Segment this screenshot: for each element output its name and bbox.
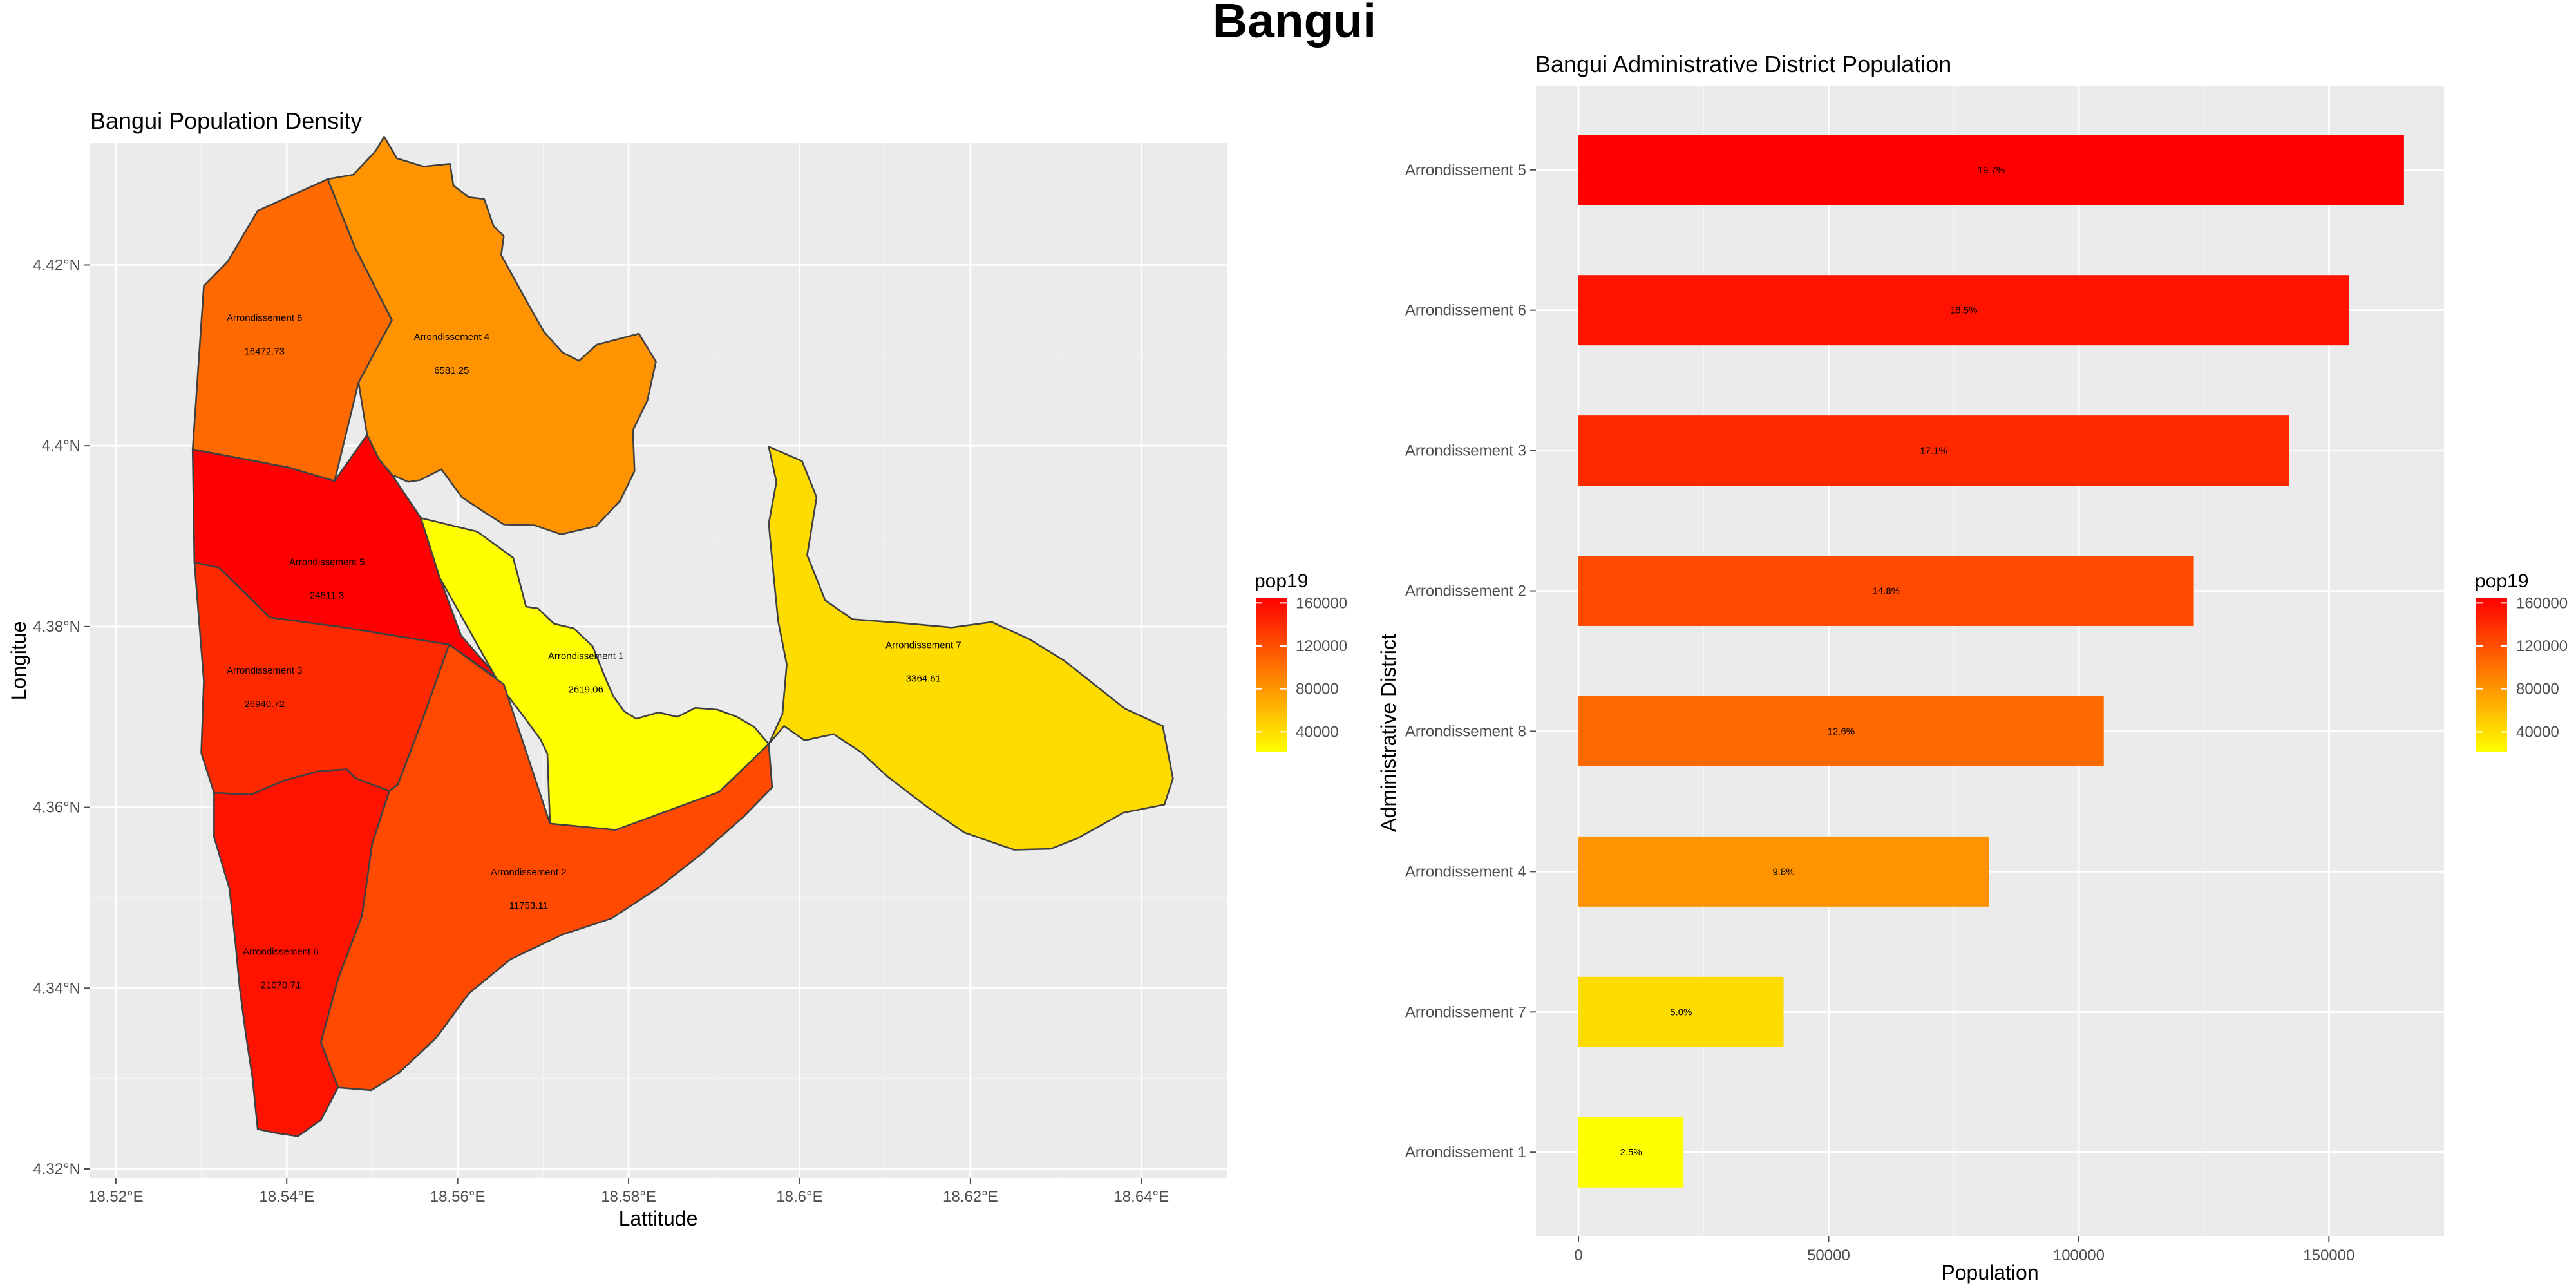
- district-name-label: Arrondissement 8: [227, 312, 303, 323]
- map-color-legend: pop19 40000 80000 120000 160000: [1255, 571, 1347, 752]
- density-map-panel: Bangui Population Density Arrondissement…: [7, 108, 1227, 1230]
- legend-tick-label: 40000: [2516, 723, 2559, 741]
- legend-gradient-bar: [2476, 598, 2507, 752]
- district-name-label: Arrondissement 4: [414, 332, 490, 343]
- bar-category-label: Arrondissement 6: [1405, 302, 1526, 319]
- map-y-tick-label: 4.36°N: [33, 799, 80, 817]
- bar-arrondissement-2: [1578, 556, 2194, 627]
- bar-y-axis-title: Administrative District: [1377, 634, 1400, 832]
- legend-tick-label: 160000: [1296, 594, 1347, 612]
- bar-x-tick-label: 150000: [2303, 1247, 2354, 1264]
- bar-category-label: Arrondissement 5: [1405, 162, 1526, 179]
- legend-gradient-bar: [1256, 598, 1287, 752]
- map-legend-title: pop19: [1255, 571, 1308, 592]
- bar-category-label: Arrondissement 7: [1405, 1003, 1526, 1021]
- district-arrondissement-6: [213, 768, 390, 1137]
- bar-percent-label: 18.5%: [1950, 305, 1978, 316]
- district-density-label: 21070.71: [261, 980, 301, 990]
- bar-plot-background: [1536, 86, 2444, 1236]
- district-name-label: Arrondissement 2: [491, 867, 567, 878]
- map-x-axis: 18.52°E 18.54°E 18.56°E 18.58°E 18.6°E 18.62°…: [88, 1178, 1169, 1206]
- map-x-tick-label: 18.64°E: [1113, 1188, 1169, 1206]
- legend-tick-label: 160000: [2516, 594, 2568, 612]
- district-density-label: 26940.72: [244, 699, 285, 710]
- bar-category-label: Arrondissement 2: [1405, 583, 1526, 600]
- map-x-axis-title: Lattitude: [619, 1207, 698, 1230]
- bar-percent-label: 14.8%: [1873, 586, 1900, 597]
- bar-category-label: Arrondissement 3: [1405, 442, 1526, 460]
- map-y-axis-title: Longitue: [7, 621, 30, 701]
- bar-percent-label: 2.5%: [1620, 1147, 1642, 1158]
- bar-percent-label: 12.6%: [1828, 726, 1855, 737]
- district-density-label: 11753.11: [509, 900, 548, 911]
- legend-tick-label: 80000: [1296, 681, 1339, 698]
- map-y-axis: 4.32°N 4.34°N 4.36°N 4.38°N 4.4°N 4.42°N: [33, 256, 90, 1178]
- bar-percent-label: 5.0%: [1670, 1007, 1692, 1018]
- map-y-tick-label: 4.34°N: [33, 980, 80, 997]
- bar-category-label: Arrondissement 8: [1405, 723, 1526, 740]
- bar-arrondissement-3: [1578, 415, 2289, 486]
- bar-x-tick-label: 50000: [1807, 1247, 1850, 1264]
- bar-percent-label: 9.8%: [1772, 866, 1794, 877]
- district-density-label: 16472.73: [244, 346, 285, 357]
- map-x-tick-label: 18.62°E: [943, 1188, 998, 1206]
- legend-tick-label: 120000: [2516, 638, 2568, 655]
- map-y-tick-label: 4.38°N: [33, 618, 80, 636]
- district-density-label: 6581.25: [434, 365, 469, 376]
- map-y-tick-label: 4.42°N: [33, 256, 80, 274]
- bar-y-axis: Arrondissement 5 Arrondissement 6 Arrondis…: [1405, 162, 1536, 1161]
- bar-x-axis-title: Population: [1941, 1261, 2038, 1284]
- district-arrondissement-4: [327, 135, 657, 536]
- bar-x-axis: 0 50000 100000 150000: [1574, 1236, 2354, 1264]
- district-labels: Arrondissement 8 16472.73 Arrondissement 4…: [227, 312, 961, 990]
- bar-arrondissement-4: [1578, 836, 1989, 907]
- district-arrondissement-1: [420, 517, 770, 831]
- bar-percent-label: 19.7%: [1978, 165, 2005, 176]
- map-x-tick-label: 18.54°E: [259, 1188, 314, 1206]
- district-density-label: 24511.3: [310, 590, 344, 601]
- district-arrondissement-7: [768, 446, 1174, 851]
- map-legend-colorbar: 40000 80000 120000 160000: [1256, 594, 1347, 752]
- legend-tick-label: 120000: [1296, 638, 1347, 655]
- map-y-tick-label: 4.32°N: [33, 1160, 80, 1178]
- district-polygons: [191, 135, 1174, 1137]
- bar-x-tick-label: 0: [1574, 1247, 1582, 1264]
- district-density-label: 2619.06: [569, 684, 603, 695]
- bar-arrondissement-7: [1578, 976, 1784, 1047]
- bar-legend-colorbar: 40000 80000 120000 160000: [2476, 594, 2568, 752]
- map-x-tick-label: 18.56°E: [430, 1188, 486, 1206]
- bar-arrondissement-1: [1578, 1117, 1684, 1188]
- legend-tick-label: 40000: [1296, 723, 1339, 741]
- bar-arrondissement-5: [1578, 135, 2404, 205]
- bar-arrondissement-6: [1578, 275, 2349, 346]
- figure-title: Bangui: [1213, 0, 1376, 48]
- district-name-label: Arrondissement 7: [886, 640, 961, 651]
- bar-x-tick-label: 100000: [2053, 1247, 2105, 1264]
- map-y-tick-label: 4.4°N: [42, 437, 80, 455]
- bar-category-label: Arrondissement 1: [1405, 1144, 1526, 1161]
- map-title: Bangui Population Density: [90, 108, 362, 134]
- district-density-label: 3364.61: [906, 674, 941, 685]
- legend-tick-label: 80000: [2516, 681, 2559, 698]
- bar-color-legend: pop19 40000 80000 120000 160000: [2475, 571, 2568, 752]
- bar-percent-label: 17.1%: [1920, 446, 1947, 457]
- map-x-tick-label: 18.52°E: [88, 1188, 144, 1206]
- bar-category-label: Arrondissement 4: [1405, 863, 1526, 880]
- bar-legend-title: pop19: [2475, 571, 2528, 592]
- population-bar-panel: Bangui Administrative District Populatio…: [1377, 51, 2444, 1284]
- bar-chart-title: Bangui Administrative District Populatio…: [1535, 51, 1951, 77]
- bar-arrondissement-8: [1578, 696, 2104, 766]
- district-name-label: Arrondissement 5: [289, 556, 365, 567]
- bar-series: 19.7% 18.5% 17.1% 14.8% 12.6% 9.8% 5.0% 2.5%: [1578, 135, 2404, 1188]
- district-name-label: Arrondissement 6: [243, 946, 319, 957]
- district-name-label: Arrondissement 3: [227, 665, 303, 676]
- map-x-tick-label: 18.58°E: [601, 1188, 656, 1206]
- map-x-tick-label: 18.6°E: [776, 1188, 822, 1206]
- district-name-label: Arrondissement 1: [548, 650, 624, 661]
